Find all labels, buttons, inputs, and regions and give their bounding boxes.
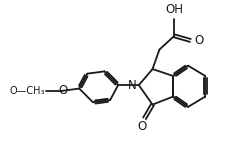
Text: OH: OH [165,3,183,16]
Text: O: O [59,84,68,97]
Text: O: O [194,34,203,47]
Text: N: N [128,79,137,92]
Text: O—CH₃: O—CH₃ [9,86,45,96]
Text: O: O [138,120,147,133]
